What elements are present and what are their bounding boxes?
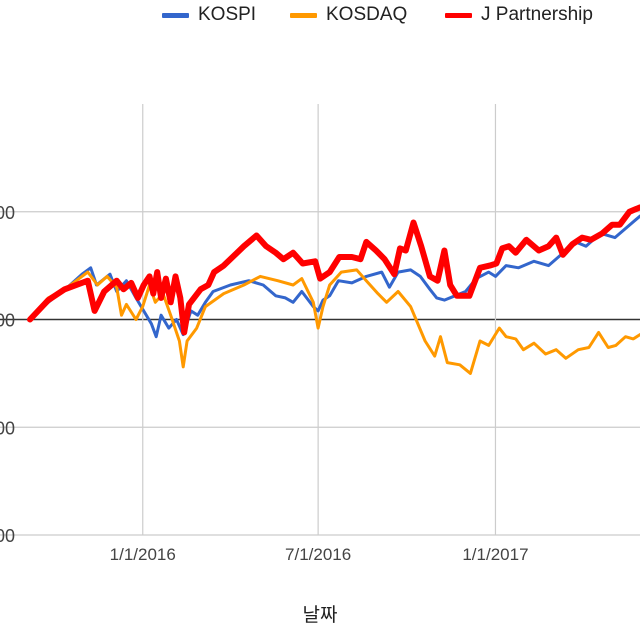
- y-tick-label: 00: [0, 418, 15, 438]
- y-tick-label: 00: [0, 526, 15, 546]
- x-axis-title: 날짜: [302, 605, 338, 626]
- y-tick-label: 00: [0, 203, 15, 223]
- x-tick-label: 1/1/2017: [462, 545, 528, 564]
- legend-label-kospi: KOSPI: [198, 4, 257, 25]
- legend-item-kospi[interactable]: KOSPI: [162, 4, 256, 26]
- legend-swatch-kospi: [162, 12, 189, 18]
- x-tick-label: 1/1/2016: [110, 545, 176, 564]
- chart-legend: KOSPI KOSDAQ J Partnership: [0, 4, 640, 32]
- legend-label-j-partnership: J Partnership: [481, 4, 593, 25]
- legend-swatch-j-partnership: [445, 12, 472, 18]
- legend-label-kosdaq: KOSDAQ: [326, 4, 408, 25]
- y-tick-label: 00: [0, 311, 15, 331]
- x-axis-tick-labels: 1/1/2016 7/1/2016 1/1/2017: [110, 545, 529, 564]
- legend-item-j-partnership[interactable]: J Partnership: [445, 4, 593, 26]
- series-lines: [27, 204, 640, 375]
- series-line-kospi: [28, 214, 640, 339]
- series-line-j-partnership: [27, 204, 640, 336]
- x-tick-label: 7/1/2016: [285, 545, 351, 564]
- y-axis-tick-labels: 00 00 00 00: [0, 203, 15, 546]
- series-line-kosdaq: [28, 268, 640, 375]
- legend-swatch-kosdaq: [290, 12, 317, 18]
- legend-item-kosdaq[interactable]: KOSDAQ: [290, 4, 407, 26]
